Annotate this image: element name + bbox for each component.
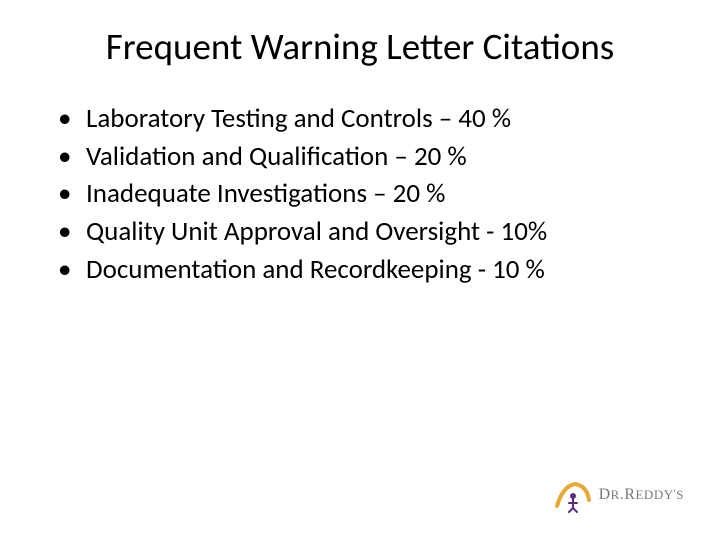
logo-icon xyxy=(549,476,593,514)
list-item: Inadequate Investigations – 20 % xyxy=(58,176,684,212)
list-item: Laboratory Testing and Controls – 40 % xyxy=(58,101,684,137)
list-item: Quality Unit Approval and Oversight - 10… xyxy=(58,214,684,250)
bullet-list: Laboratory Testing and Controls – 40 % V… xyxy=(36,101,684,287)
slide-title: Frequent Warning Letter Citations xyxy=(36,24,684,69)
list-item: Documentation and Recordkeeping - 10 % xyxy=(58,252,684,288)
slide-container: Frequent Warning Letter Citations Labora… xyxy=(0,0,720,540)
company-logo: DR.REDDY'S xyxy=(549,476,684,514)
list-item: Validation and Qualification – 20 % xyxy=(58,139,684,175)
logo-text: DR.REDDY'S xyxy=(599,486,684,504)
